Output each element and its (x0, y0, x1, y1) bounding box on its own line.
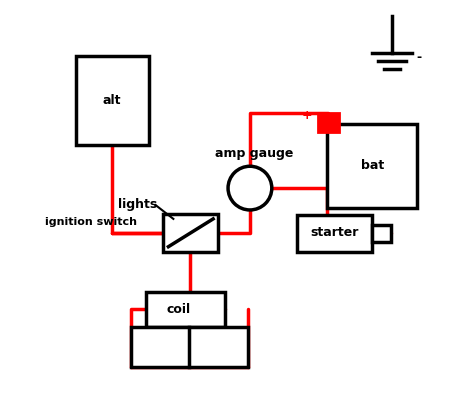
Text: amp gauge: amp gauge (215, 147, 293, 160)
Bar (372, 225, 391, 242)
Text: -: - (416, 52, 421, 64)
Text: lights: lights (118, 199, 157, 212)
Text: ignition switch: ignition switch (45, 217, 137, 227)
Bar (76, 56, 148, 145)
Bar (146, 292, 225, 327)
Circle shape (228, 166, 272, 210)
Text: alt: alt (102, 94, 121, 107)
Bar (164, 214, 218, 252)
Bar (297, 215, 372, 252)
Text: coil: coil (166, 303, 191, 316)
Text: starter: starter (310, 226, 359, 239)
Bar (131, 327, 248, 367)
Bar (318, 113, 339, 133)
Bar (328, 124, 417, 208)
Text: bat: bat (361, 159, 384, 172)
Text: +: + (301, 109, 312, 122)
